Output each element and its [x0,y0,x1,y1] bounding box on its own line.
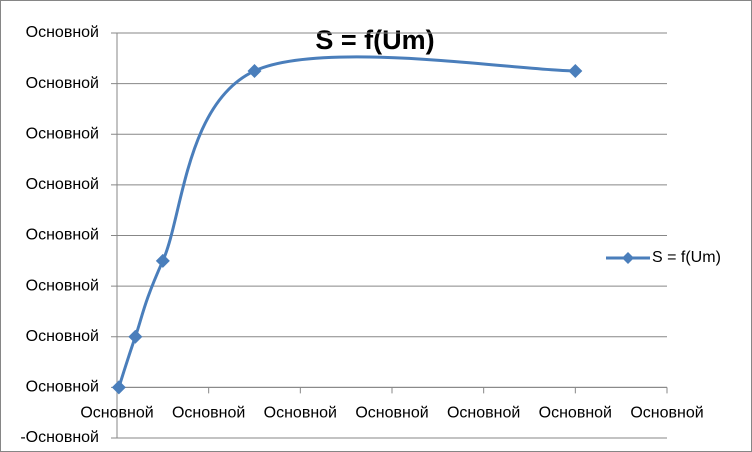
marker [111,380,126,395]
x-tick-label: Основной [355,405,428,422]
y-tick-label: Основной [26,176,99,193]
y-tick-label: Основной [26,125,99,142]
x-tick-label: Основной [447,405,520,422]
y-tick-label: Основной [26,379,99,396]
x-tick-label: Основной [80,405,153,422]
y-tick-label: -Основной [20,429,99,446]
marker [155,253,170,268]
x-tick-label: Основной [264,405,337,422]
x-tick-label: Основной [172,405,245,422]
x-tick-label: Основной [539,405,612,422]
marker [247,63,262,78]
y-tick-label: Основной [26,24,99,41]
chart-title: S = f(Um) [315,25,434,55]
marker [568,63,583,78]
y-tick-label: Основной [26,75,99,92]
y-tick-label: Основной [26,328,99,345]
x-tick-label: Основной [630,405,703,422]
y-tick-label: Основной [26,277,99,294]
legend-label: S = f(Um) [652,249,721,266]
marker [128,329,143,344]
legend-marker [622,252,634,264]
y-tick-label: Основной [26,227,99,244]
